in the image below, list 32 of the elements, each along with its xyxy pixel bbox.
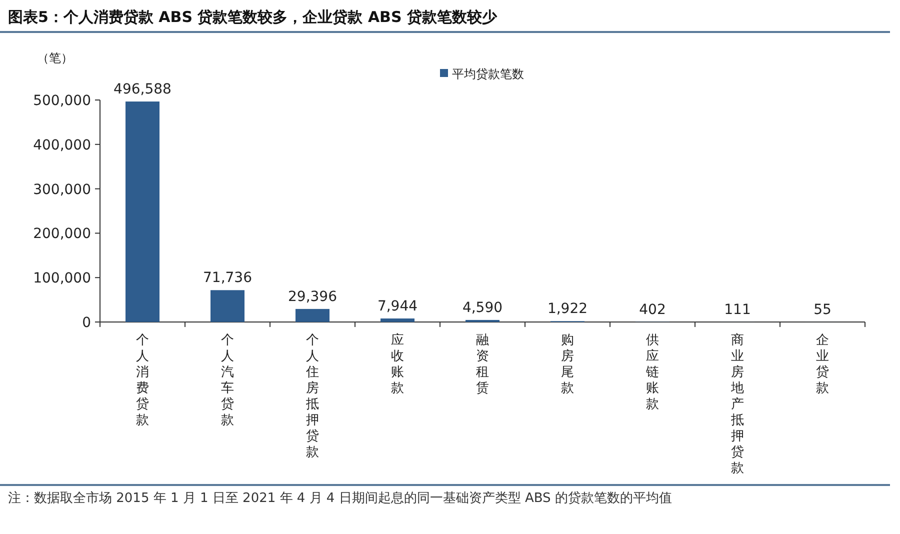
y-tick-label: 400,000 bbox=[33, 137, 91, 154]
text: 注：数据取全市场 2015 年 1 月 1 日至 2021 年 4 月 4 日期间起息的同一基础资产类型 ABS 的贷款笔数的平均值 bbox=[8, 491, 672, 506]
legend-label: 平均贷款笔数 bbox=[452, 67, 524, 81]
y-tick-label: 0 bbox=[82, 315, 91, 331]
y-tick-label: 100,000 bbox=[33, 270, 91, 287]
data-label: 1,922 bbox=[547, 301, 588, 318]
y-tick-label: 300,000 bbox=[33, 182, 91, 198]
data-label: 402 bbox=[639, 302, 666, 318]
bar bbox=[210, 290, 244, 322]
y-tick-label: 500,000 bbox=[33, 93, 91, 109]
bar bbox=[126, 102, 160, 322]
data-label: 111 bbox=[724, 302, 751, 318]
x-tick-label: 个人住房抵押贷款 bbox=[305, 333, 319, 460]
x-tick-label: 应收账款 bbox=[391, 332, 404, 396]
data-label: 496,588 bbox=[114, 82, 172, 98]
bar bbox=[380, 318, 414, 322]
x-tick-label: 企业贷款 bbox=[816, 333, 829, 396]
data-label: 29,396 bbox=[288, 288, 338, 305]
x-tick-label: 购房尾款 bbox=[561, 333, 574, 396]
y-axis-title: （笔） bbox=[37, 51, 73, 65]
category-label: 商业房地产抵押贷款 bbox=[731, 333, 744, 476]
x-tick-label: 个人汽车贷款 bbox=[221, 333, 234, 428]
y-tick-label: 200,000 bbox=[33, 226, 91, 242]
bar bbox=[296, 308, 330, 322]
data-label: 7,944 bbox=[377, 298, 418, 314]
x-tick-label: 个人消费贷款 bbox=[136, 333, 149, 428]
data-label: 71,736 bbox=[203, 270, 252, 286]
chart-title: 图表5：个人消费贷款 ABS 贷款笔数较多，企业贷款 ABS 贷款笔数较少 bbox=[8, 8, 498, 26]
x-tick-label: 供应链账款 bbox=[645, 333, 659, 412]
data-label: 4,590 bbox=[462, 300, 503, 316]
x-tick-label: 融资租赁 bbox=[476, 333, 489, 396]
data-label: 55 bbox=[814, 302, 832, 318]
